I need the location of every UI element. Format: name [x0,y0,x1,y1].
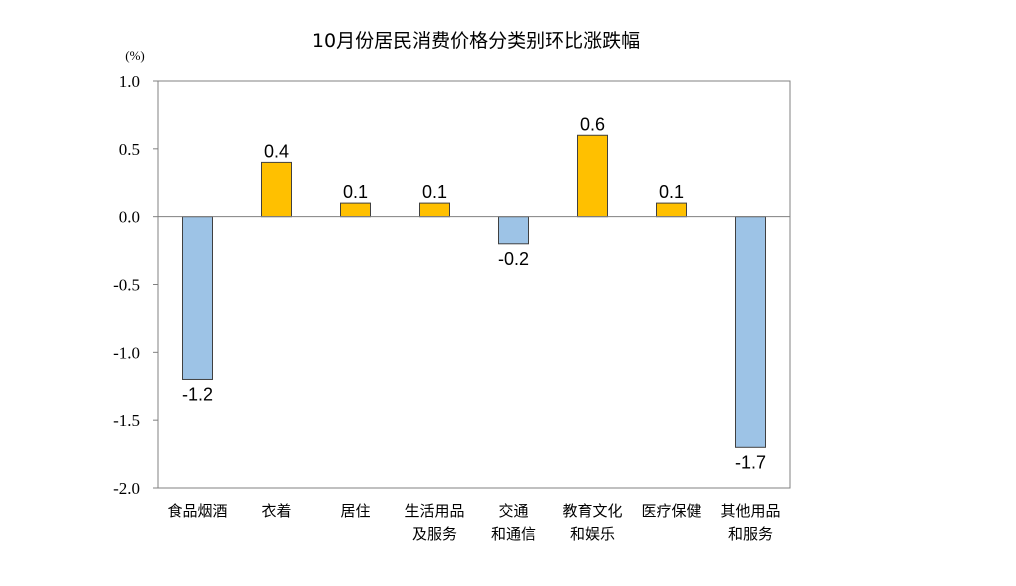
y-axis: 1.0 0.5 0.0 -0.5 -1.0 -1.5 -2.0 [113,72,158,498]
y-tick-label: 1.0 [119,72,140,91]
category-label: 医疗保健 [641,502,701,520]
category-label: 其他用品 [720,502,780,520]
category-label: 和娱乐 [570,525,615,543]
bar [182,216,213,380]
category-label: 及服务 [412,525,457,543]
bar [656,202,687,218]
category-label: 交通 [498,502,528,520]
data-label: 0.1 [659,182,684,202]
category-label: 教育文化 [562,502,622,520]
bar [498,216,529,245]
bar [340,202,371,218]
plot-area-frame [157,80,791,489]
bar [735,216,766,448]
category-label: 生活用品 [404,502,464,520]
bar [577,134,608,218]
bar [261,161,292,218]
data-labels: -1.2 0.4 0.1 0.1 -0.2 0.6 0.1 -1.7 [182,114,766,472]
data-label: -0.2 [498,249,529,269]
category-label: 衣着 [261,502,291,520]
y-tick-label: 0.5 [119,140,140,159]
y-axis-unit: (%) [125,48,145,63]
y-tick-label: 0.0 [119,208,140,227]
bar [419,202,450,218]
data-label: 0.6 [580,114,605,134]
category-label: 居住 [340,502,370,520]
category-label: 食品烟酒 [167,502,227,520]
data-label: 0.1 [343,182,368,202]
y-tick-label: -0.5 [113,276,140,295]
bars [182,134,766,448]
data-label: 0.1 [422,182,447,202]
y-tick-label: -1.0 [113,343,140,362]
data-label: -1.7 [735,452,766,472]
data-label: -1.2 [182,384,213,404]
y-tick-label: -1.5 [113,411,140,430]
y-tick-label: -2.0 [113,479,140,498]
category-label: 和通信 [491,525,536,543]
data-label: 0.4 [264,141,289,161]
chart-title: 10月份居民消费价格分类别环比涨跌幅 [312,30,640,52]
category-label: 和服务 [728,525,773,543]
